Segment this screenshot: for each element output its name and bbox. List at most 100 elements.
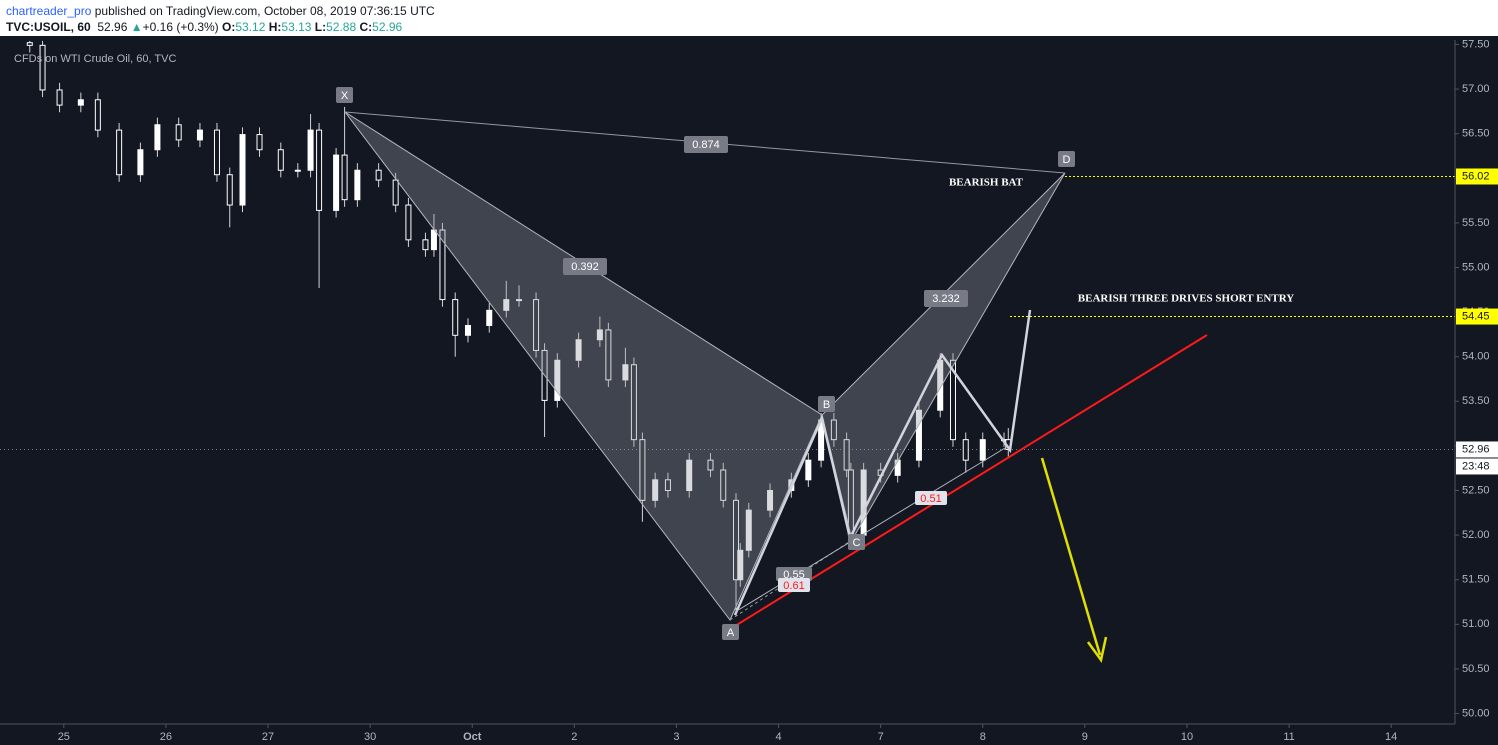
candle-body [630, 364, 637, 441]
y-tick-label: 50.50 [1462, 663, 1490, 675]
candle-body [664, 479, 671, 492]
price-tag-label: 54.45 [1462, 310, 1490, 322]
ohlc-value: 53.13 [281, 20, 312, 34]
ohlc-value: 52.88 [326, 20, 357, 34]
ratio-label: 3.232 [932, 293, 960, 305]
candle-body [979, 439, 986, 461]
candle-body [843, 439, 850, 471]
candle-body [277, 149, 284, 171]
x-tick-label: 3 [673, 731, 679, 743]
candle-body [915, 409, 922, 461]
candle-body [464, 324, 471, 336]
symbol: TVC:USOIL, 60 [6, 20, 91, 34]
ratio-box [776, 567, 812, 581]
candle-body [294, 169, 301, 172]
candle-body [575, 339, 582, 361]
x-tick-label: 8 [980, 731, 986, 743]
chart-title: CFDs on WTI Crude Oil, 60, TVC [14, 53, 176, 65]
y-tick-label: 51.00 [1462, 618, 1490, 630]
label-box [818, 396, 835, 412]
price-tag [1456, 168, 1498, 185]
candle-body [430, 229, 437, 251]
candle-body [554, 359, 561, 401]
countdown-tag [1456, 458, 1498, 475]
ratio-box [915, 491, 947, 505]
label-box [722, 624, 739, 640]
label-box [336, 87, 353, 103]
trend-line [734, 334, 1208, 627]
y-tick-label: 50.00 [1462, 707, 1490, 719]
ratio-box [563, 258, 607, 275]
x-tick-label: Oct [463, 731, 482, 743]
author[interactable]: chartreader_pro [6, 4, 92, 18]
candle-body [737, 549, 744, 581]
point-label: A [727, 627, 735, 639]
candle-body [707, 459, 714, 471]
x-tick-label: 10 [1181, 731, 1193, 743]
y-tick-label: 52.50 [1462, 484, 1490, 496]
candle-body [652, 479, 659, 501]
x-tick-label: 14 [1385, 731, 1397, 743]
three-drives [733, 309, 1032, 616]
candle-body [196, 129, 203, 141]
ratio-box [924, 290, 968, 307]
x-tick-label: 26 [160, 731, 172, 743]
candle-body [307, 129, 314, 171]
last-price: 52.96 [97, 20, 128, 34]
candle-body [175, 124, 182, 141]
candle-body [256, 134, 263, 151]
countdown-label: 23:48 [1462, 460, 1490, 472]
candle-body [422, 239, 429, 251]
x-tick-label: 25 [58, 731, 70, 743]
ohlc-label: O: [222, 20, 236, 34]
candle-body [116, 129, 123, 176]
candle-body [452, 299, 459, 336]
candle-body [533, 299, 540, 351]
y-tick-label: 57.50 [1462, 38, 1490, 50]
axes: 50.0050.5051.0051.5052.0052.5053.0053.50… [0, 38, 1498, 743]
candle-body [830, 419, 837, 441]
candle-body [137, 149, 144, 176]
ohlc-value: 52.96 [372, 20, 403, 34]
header-line: chartreader_pro published on TradingView… [6, 4, 435, 18]
candle-body [26, 42, 33, 46]
ratio-box [778, 578, 810, 592]
candle-body [94, 99, 101, 131]
x-tick-label: 2 [571, 731, 577, 743]
label-box [848, 534, 865, 550]
candle-body [596, 329, 603, 341]
y-tick-label: 57.00 [1462, 83, 1490, 95]
ohlc-label: C: [359, 20, 373, 34]
candle-body [745, 509, 752, 551]
candle-body [516, 299, 523, 302]
label-box [1058, 151, 1075, 167]
ohlc-label: H: [268, 20, 282, 34]
ratio-label: 0.55 [783, 569, 804, 581]
y-tick-label: 55.50 [1462, 217, 1490, 229]
candle-body [949, 359, 956, 441]
x-tick-label: 9 [1082, 731, 1088, 743]
up-arrow: ▲ [130, 20, 143, 34]
arrow-head [1086, 636, 1108, 664]
point-label: X [341, 90, 349, 102]
y-tick-label: 56.50 [1462, 128, 1490, 140]
candle-body [226, 174, 233, 206]
candle-body [962, 439, 969, 461]
header: chartreader_pro published on TradingView… [0, 0, 1498, 36]
x-tick-label: 4 [775, 731, 781, 743]
candle-body [486, 309, 493, 326]
ohlc-label: L: [314, 20, 327, 34]
candle-body [154, 124, 161, 151]
harmonic-pattern: X A B C D 0.874 0.392 3.232 0.55 0.61 0.… [336, 87, 1294, 664]
ohlc-value: 53.12 [235, 20, 266, 34]
candle-body [605, 329, 612, 381]
candle-body [733, 499, 740, 581]
candle-body [894, 459, 901, 476]
ratio-label: 0.51 [920, 493, 941, 505]
y-tick-label: 55.00 [1462, 261, 1490, 273]
